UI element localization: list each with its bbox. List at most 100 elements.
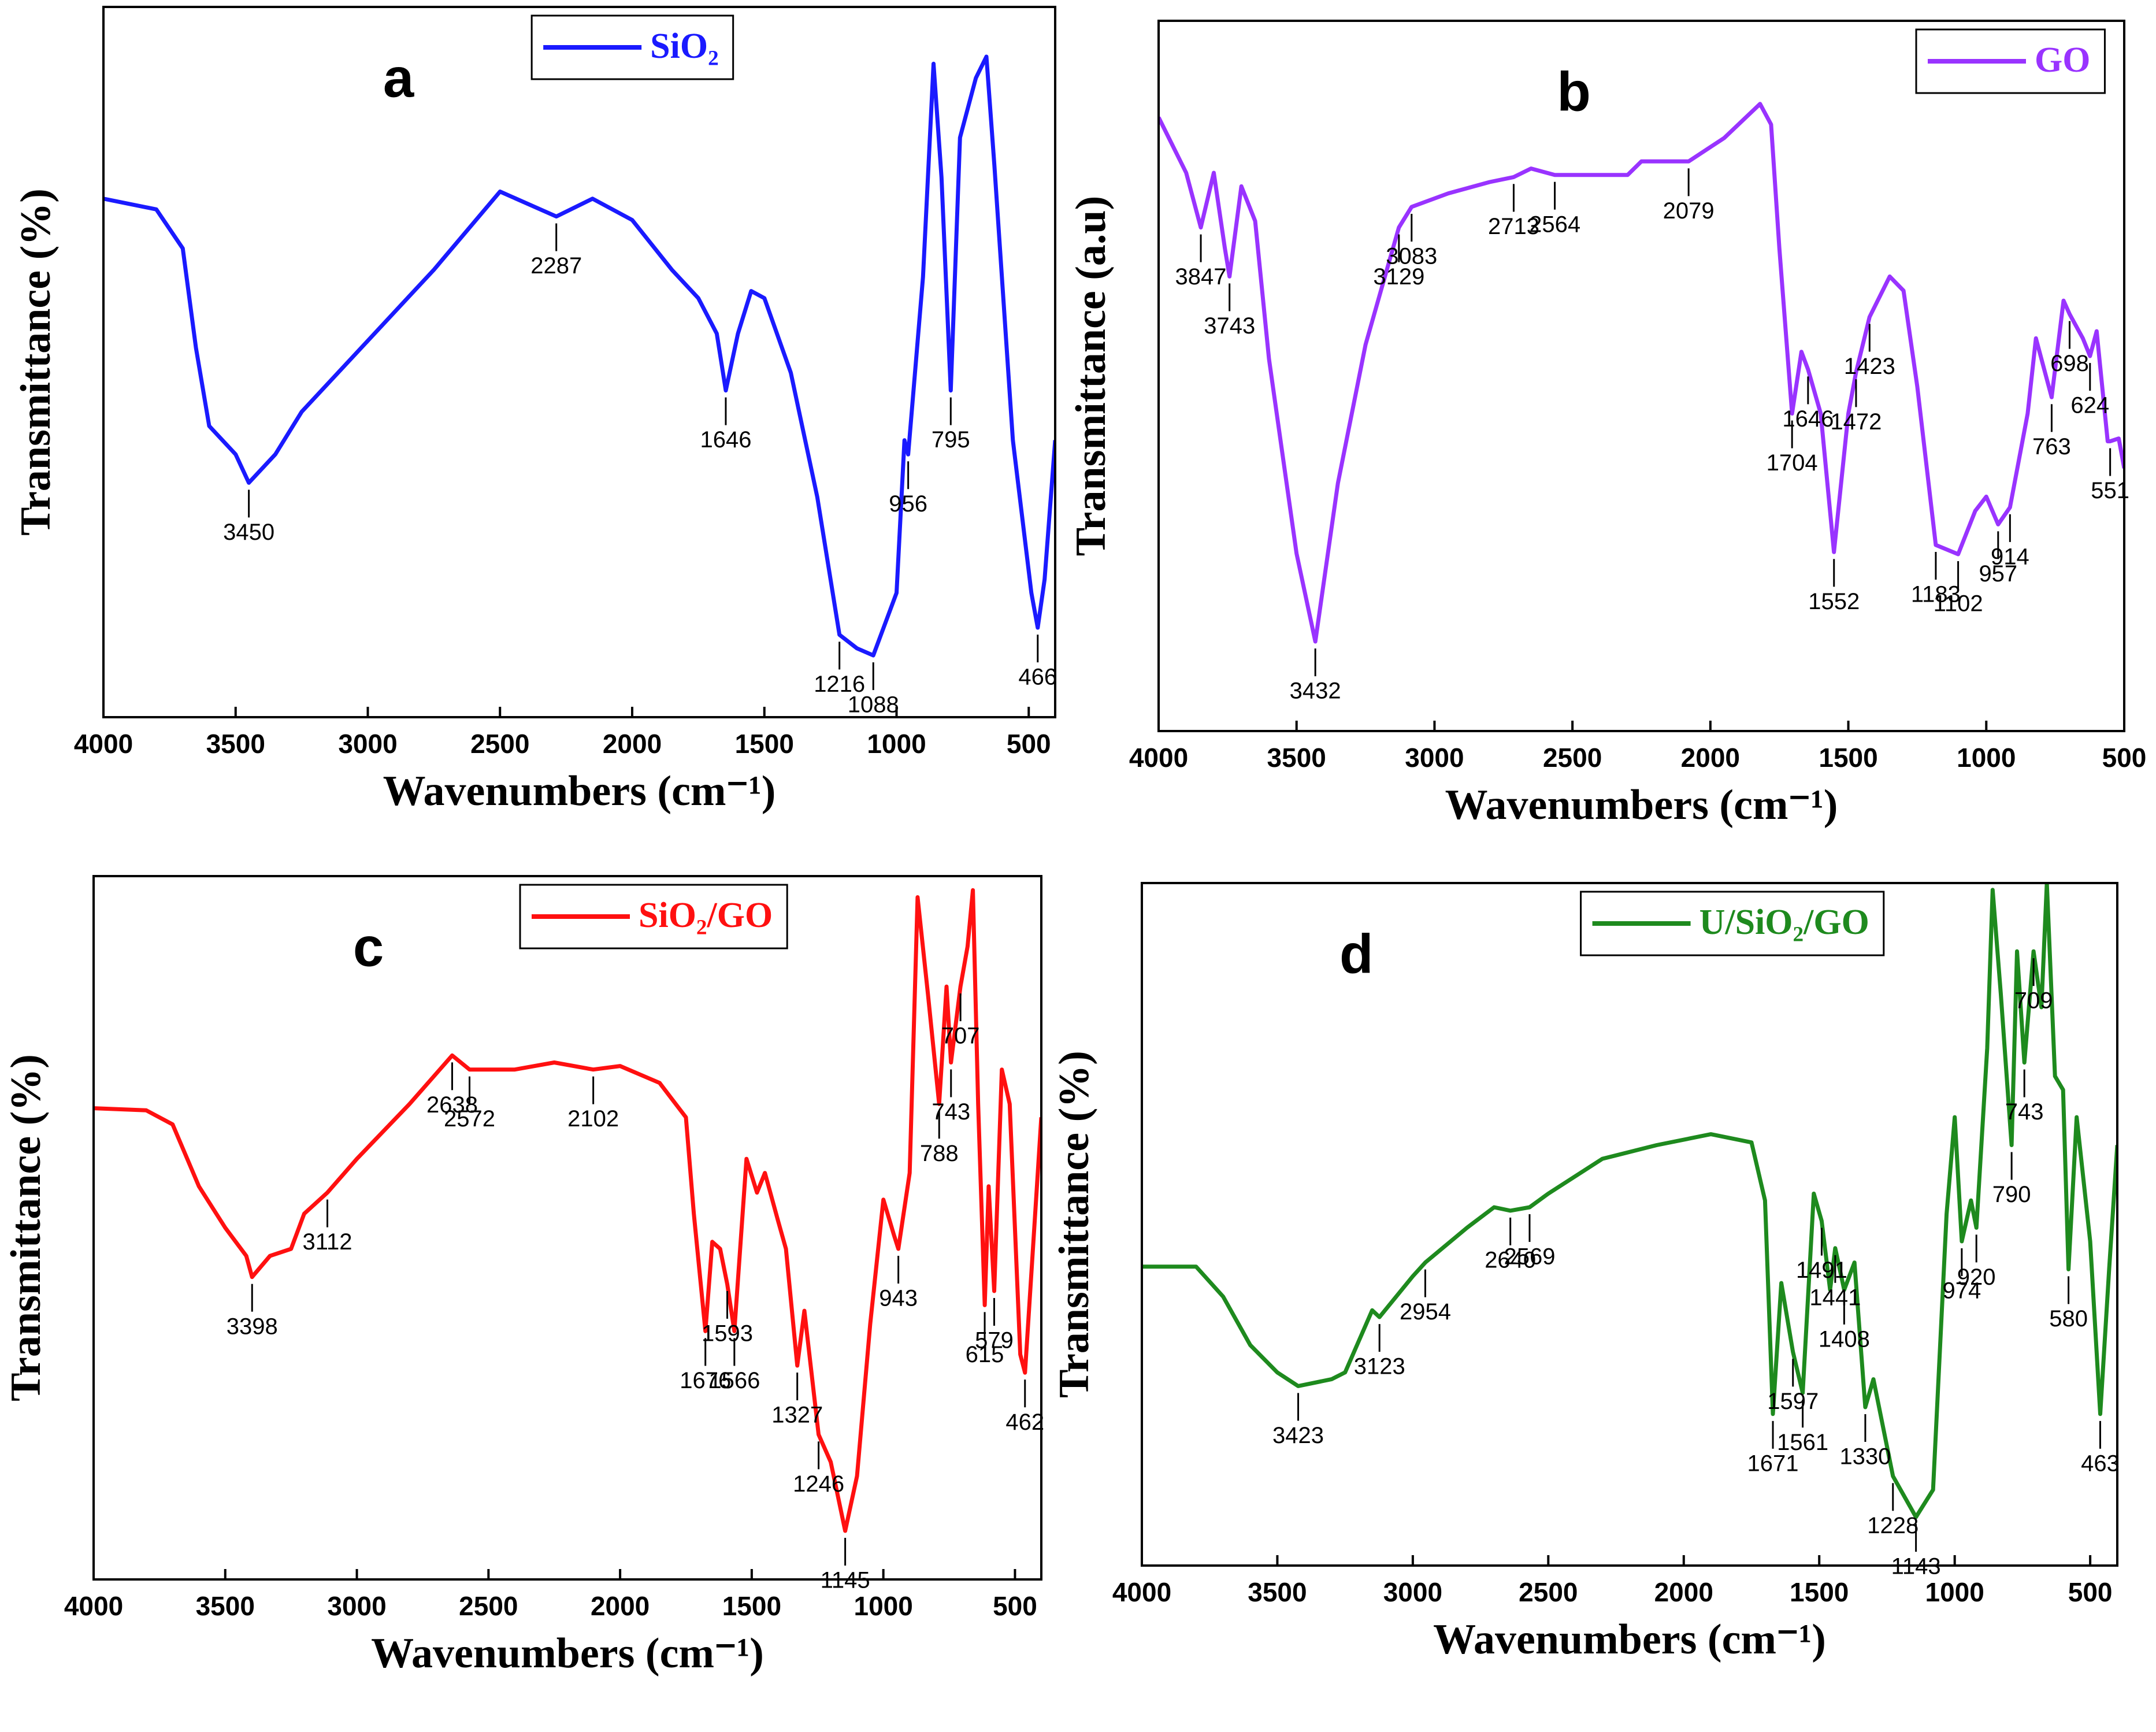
spectrum-line [103,54,1055,658]
peak-label: 743 [2005,1099,2044,1125]
peak-label: 1330 [1839,1444,1891,1470]
panel-letter: b [1557,61,1591,123]
peak-label: 707 [941,1023,980,1049]
plot-frame [1141,882,2118,1567]
peak-label: 3083 [1386,244,1437,269]
x-tick-label: 500 [993,1591,1037,1621]
peak-label: 790 [1992,1182,2031,1207]
x-tick-label: 3000 [327,1591,386,1621]
x-tick-label: 2500 [1543,743,1602,773]
peak-label: 1408 [1819,1326,1870,1352]
plot-frame [92,875,1042,1581]
x-axis-label: Wavenumbers (cm⁻¹) [371,1630,764,1677]
x-tick-label: 4000 [1129,743,1188,773]
x-tick-label: 1500 [735,729,794,759]
x-tick-label: 3500 [1267,743,1326,773]
peak-label: 1491 [1796,1258,1847,1283]
spectrum-line [94,888,1041,1533]
peak-label: 1216 [814,672,865,697]
plot-frame [1157,20,2125,732]
peak-label: 3847 [1175,264,1227,290]
peak-label: 2287 [530,253,582,279]
peak-label: 463 [2081,1451,2120,1476]
x-axis-label: Wavenumbers (cm⁻¹) [383,767,776,815]
peak-label: 1246 [793,1471,844,1497]
peak-label: 1676 [680,1368,731,1393]
x-tick-label: 1500 [722,1591,781,1621]
peak-label: 2572 [444,1106,495,1132]
peak-label: 1183 [1911,582,1961,607]
x-axis-label: Wavenumbers (cm⁻¹) [1445,781,1838,829]
legend-label: SiO₂ [650,27,719,66]
peak-label: 1472 [1830,409,1882,435]
legend-box [519,884,788,950]
peak-label: 1143 [1891,1554,1941,1579]
peak-label: 3398 [227,1314,278,1339]
peak-label: 709 [2014,988,2053,1014]
peak-label: 943 [879,1286,918,1311]
peak-label: 624 [2070,393,2109,418]
peak-label: 957 [1979,561,2017,587]
x-tick-label: 1500 [1790,1577,1849,1607]
x-tick-label: 2000 [1654,1577,1713,1607]
peak-label: 2079 [1663,198,1715,224]
peak-label: 1646 [1782,406,1834,432]
panel-letter: d [1339,923,1374,985]
x-tick-label: 1000 [854,1591,912,1621]
peak-label: 462 [1005,1410,1044,1435]
peak-label: 3423 [1272,1423,1324,1448]
peak-label: 920 [1957,1264,1996,1290]
peak-label: 551 [2091,478,2129,503]
y-axis-label: Transmittance (%) [12,188,60,536]
peak-label: 3743 [1204,313,1255,339]
peak-label: 3450 [223,520,274,545]
peak-label: 1671 [1747,1451,1799,1476]
x-tick-label: 2000 [1681,743,1740,773]
peak-label: 1145 [821,1568,870,1593]
x-tick-label: 2000 [603,729,662,759]
x-tick-label: 1500 [1819,743,1877,773]
y-axis-label: Transmittance (%) [1051,1051,1098,1398]
peak-label: 788 [920,1141,959,1166]
peak-label: 1327 [771,1403,823,1428]
peak-label: 795 [932,427,970,453]
peak-label: 1566 [708,1368,760,1393]
peak-label: 2640 [1485,1247,1536,1273]
spectrum-line [1142,883,2117,1519]
peak-label: 2569 [1504,1244,1555,1270]
peak-label: 956 [889,491,927,517]
peak-label: 2102 [567,1106,619,1132]
peak-label: 1561 [1777,1430,1828,1455]
peak-label: 1228 [1867,1513,1918,1538]
panel-letter: c [353,916,384,978]
x-tick-label: 1000 [1957,743,2016,773]
peak-label: 1552 [1808,589,1860,614]
peak-label: 1593 [702,1321,753,1346]
legend-label: SiO₂/GO [639,896,773,935]
peak-label: 615 [966,1342,1004,1367]
y-axis-label: Transmittance (a.u) [1067,196,1115,556]
x-tick-label: 3000 [1383,1577,1442,1607]
spectrum-line [1159,102,2124,644]
peak-label: 2713 [1488,214,1539,239]
x-tick-label: 500 [2068,1577,2113,1607]
plot-frame [102,6,1056,718]
x-axis-label: Wavenumbers (cm⁻¹) [1433,1616,1826,1663]
peak-label: 2564 [1529,212,1580,237]
peak-label: 1597 [1767,1389,1819,1414]
x-tick-label: 3500 [1248,1577,1307,1607]
x-tick-label: 500 [2102,743,2147,773]
x-tick-label: 500 [1007,729,1051,759]
peak-label: 698 [2050,351,2089,376]
x-tick-label: 2000 [591,1591,650,1621]
x-tick-label: 2500 [1519,1577,1578,1607]
peak-label: 1704 [1767,450,1818,476]
y-axis-label: Transmittance (%) [2,1054,50,1401]
peak-label: 580 [2049,1306,2088,1332]
x-tick-label: 4000 [1112,1577,1171,1607]
x-tick-label: 4000 [64,1591,123,1621]
peak-label: 743 [932,1099,970,1125]
peak-label: 1646 [700,427,751,453]
peak-label: 2954 [1400,1299,1451,1325]
x-tick-label: 2500 [459,1591,518,1621]
